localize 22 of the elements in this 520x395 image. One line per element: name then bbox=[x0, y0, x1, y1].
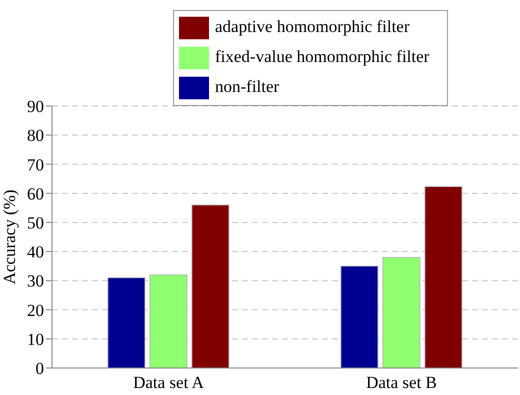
legend-label: adaptive homomorphic filter bbox=[215, 16, 410, 36]
y-tick-label: 30 bbox=[27, 272, 44, 291]
y-tick-label: 80 bbox=[27, 126, 44, 146]
bar bbox=[150, 274, 188, 368]
legend-label: fixed-value homomorphic filter bbox=[215, 46, 430, 66]
bar bbox=[382, 256, 420, 368]
y-tick-label: 50 bbox=[27, 213, 44, 232]
y-tick-label: 90 bbox=[27, 97, 44, 116]
y-axis-title: Accuracy (%) bbox=[0, 190, 20, 284]
x-tick-label: Data set B bbox=[366, 373, 437, 392]
y-tick-label: 70 bbox=[27, 155, 44, 174]
y-tick-label: 40 bbox=[27, 242, 44, 262]
bar bbox=[340, 266, 378, 368]
x-tick-label: Data set A bbox=[133, 373, 205, 392]
y-tick-label: 0 bbox=[36, 359, 44, 378]
bar bbox=[192, 204, 230, 368]
y-tick-label: 60 bbox=[27, 184, 44, 204]
legend-label: non-filter bbox=[215, 76, 280, 96]
y-tick-label: 20 bbox=[27, 300, 44, 320]
bar bbox=[108, 277, 146, 368]
y-tick-label: 10 bbox=[27, 330, 44, 349]
bar bbox=[424, 186, 462, 368]
